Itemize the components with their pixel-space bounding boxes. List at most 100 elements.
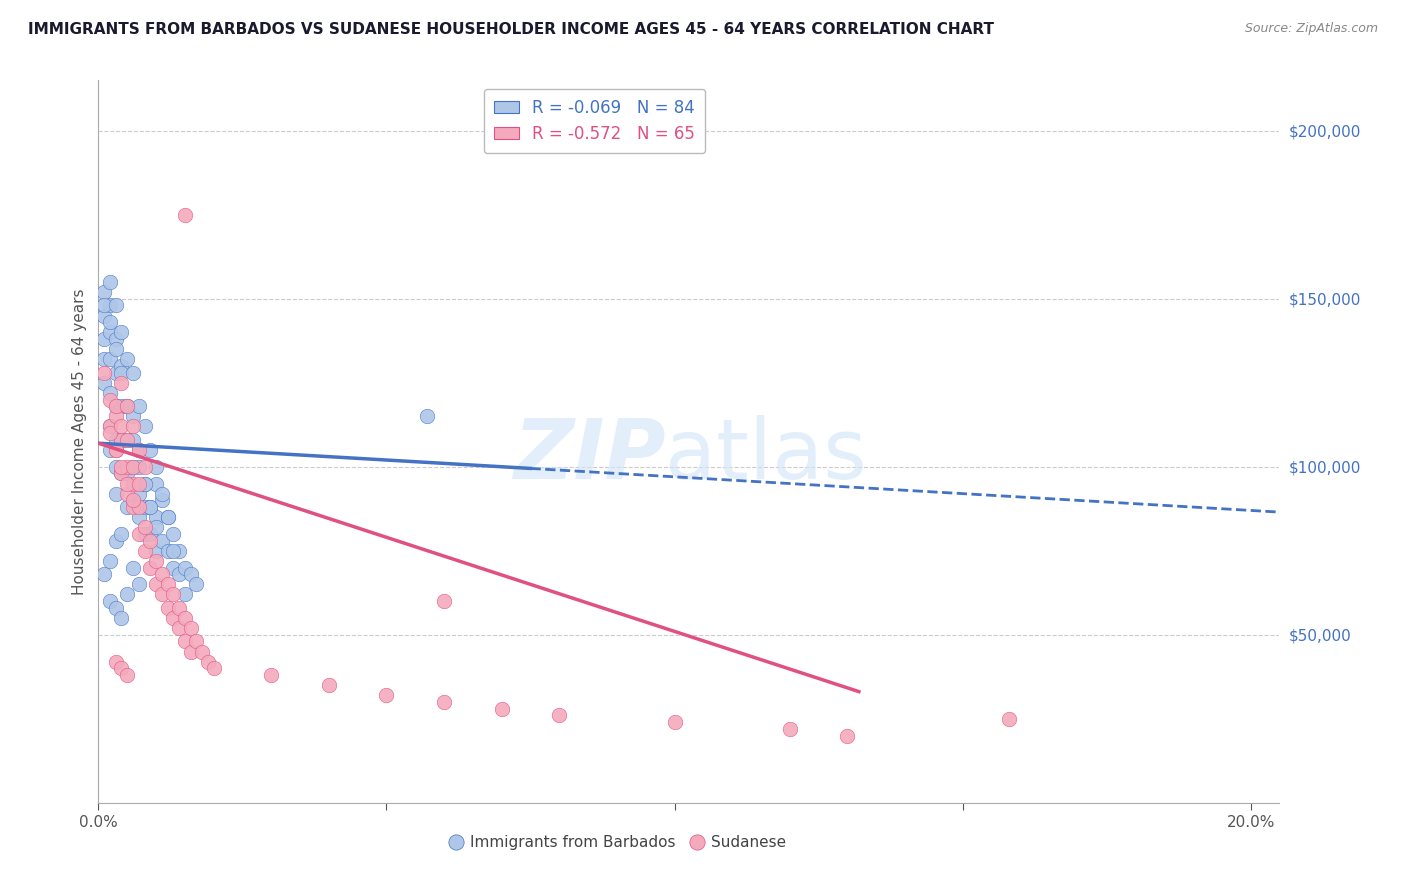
Point	[173, 611, 195, 625]
Point	[150, 493, 173, 508]
Point	[104, 399, 127, 413]
Point	[156, 543, 179, 558]
Point	[162, 587, 184, 601]
Point	[122, 459, 145, 474]
Point	[150, 567, 173, 582]
Point	[145, 554, 167, 568]
Point	[104, 409, 127, 424]
Point	[115, 433, 138, 447]
Point	[416, 409, 439, 424]
Point	[664, 715, 686, 730]
Point	[93, 332, 115, 346]
Point	[110, 366, 132, 380]
Point	[104, 600, 127, 615]
Point	[548, 708, 571, 723]
Point	[115, 587, 138, 601]
Point	[128, 510, 150, 524]
Point	[128, 527, 150, 541]
Point	[145, 476, 167, 491]
Point	[93, 298, 115, 312]
Point	[260, 668, 283, 682]
Point	[110, 399, 132, 413]
Point	[110, 527, 132, 541]
Point	[128, 577, 150, 591]
Point	[139, 533, 162, 548]
Point	[122, 433, 145, 447]
Point	[128, 442, 150, 457]
Point	[98, 554, 121, 568]
Point	[128, 442, 150, 457]
Point	[98, 352, 121, 367]
Text: IMMIGRANTS FROM BARBADOS VS SUDANESE HOUSEHOLDER INCOME AGES 45 - 64 YEARS CORRE: IMMIGRANTS FROM BARBADOS VS SUDANESE HOU…	[28, 22, 994, 37]
Point	[375, 688, 398, 702]
Point	[150, 533, 173, 548]
Point	[837, 729, 859, 743]
Point	[115, 399, 138, 413]
Point	[139, 500, 162, 514]
Point	[110, 467, 132, 481]
Text: ZIP: ZIP	[513, 416, 665, 497]
Point	[104, 399, 127, 413]
Legend: Immigrants from Barbados, Sudanese: Immigrants from Barbados, Sudanese	[444, 830, 792, 856]
Point	[139, 527, 162, 541]
Point	[110, 611, 132, 625]
Point	[98, 594, 121, 608]
Point	[128, 486, 150, 500]
Point	[167, 567, 190, 582]
Point	[150, 486, 173, 500]
Point	[98, 275, 121, 289]
Point	[134, 459, 156, 474]
Point	[167, 543, 190, 558]
Point	[134, 476, 156, 491]
Point	[122, 500, 145, 514]
Point	[186, 634, 208, 648]
Point	[173, 560, 195, 574]
Point	[93, 567, 115, 582]
Point	[115, 486, 138, 500]
Point	[98, 419, 121, 434]
Point	[110, 467, 132, 481]
Point	[134, 500, 156, 514]
Point	[98, 298, 121, 312]
Point	[104, 442, 127, 457]
Point	[110, 376, 132, 390]
Point	[180, 644, 202, 658]
Point	[191, 644, 214, 658]
Point	[98, 326, 121, 340]
Point	[98, 385, 121, 400]
Point	[104, 342, 127, 356]
Point	[202, 661, 225, 675]
Point	[115, 399, 138, 413]
Point	[128, 459, 150, 474]
Point	[122, 419, 145, 434]
Point	[115, 433, 138, 447]
Point	[167, 600, 190, 615]
Point	[134, 520, 156, 534]
Point	[98, 419, 121, 434]
Point	[122, 459, 145, 474]
Point	[997, 712, 1019, 726]
Point	[104, 298, 127, 312]
Point	[122, 476, 145, 491]
Point	[115, 467, 138, 481]
Point	[162, 527, 184, 541]
Point	[98, 442, 121, 457]
Point	[110, 459, 132, 474]
Point	[93, 366, 115, 380]
Point	[491, 702, 513, 716]
Point	[93, 309, 115, 323]
Point	[110, 359, 132, 373]
Point	[134, 476, 156, 491]
Point	[167, 621, 190, 635]
Point	[145, 520, 167, 534]
Point	[145, 543, 167, 558]
Point	[115, 352, 138, 367]
Point	[98, 392, 121, 407]
Point	[173, 587, 195, 601]
Text: Source: ZipAtlas.com: Source: ZipAtlas.com	[1244, 22, 1378, 36]
Point	[139, 500, 162, 514]
Point	[93, 285, 115, 299]
Point	[122, 560, 145, 574]
Point	[180, 621, 202, 635]
Point	[115, 459, 138, 474]
